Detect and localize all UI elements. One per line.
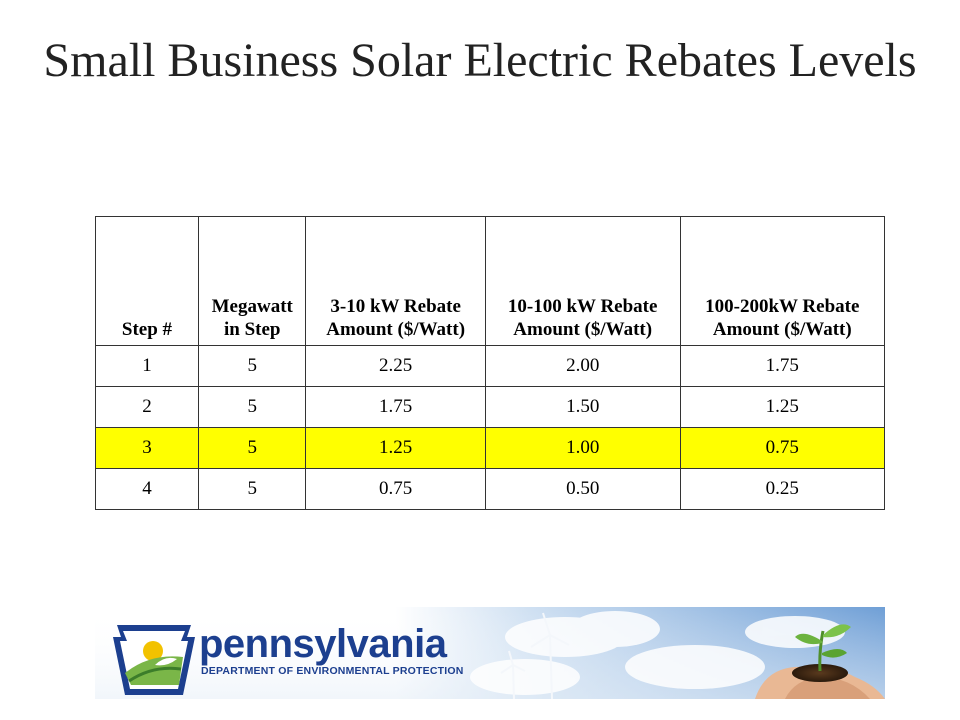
rebate-table: Step # Megawatt in Step 3-10 kW Rebate A… [95, 216, 886, 510]
header-3-10kw: 3-10 kW Rebate Amount ($/Watt) [305, 216, 486, 346]
cell-rebate-10-100: 0.50 [484, 468, 681, 510]
cell-rebate-10-100: 1.00 [484, 427, 681, 469]
table-row: 4 5 0.75 0.50 0.25 [95, 468, 886, 510]
cell-step: 1 [95, 345, 199, 387]
cell-step: 2 [95, 386, 199, 428]
table-row: 2 5 1.75 1.50 1.25 [95, 386, 886, 428]
wind-turbine-icon [500, 612, 570, 699]
seedling-in-hands-icon [755, 624, 885, 699]
cell-step: 3 [95, 427, 199, 469]
cell-megawatt: 5 [197, 386, 307, 428]
cell-megawatt: 5 [197, 345, 307, 387]
cell-rebate-100-200: 0.75 [679, 427, 886, 469]
header-megawatt: Megawatt in Step [197, 216, 307, 346]
table-header-row: Step # Megawatt in Step 3-10 kW Rebate A… [95, 216, 886, 346]
table-row-highlighted: 3 5 1.25 1.00 0.75 [95, 427, 886, 469]
slide-title: Small Business Solar Electric Rebates Le… [43, 34, 917, 87]
header-10-100kw: 10-100 kW Rebate Amount ($/Watt) [484, 216, 681, 346]
cell-rebate-3-10: 1.25 [305, 427, 486, 469]
cell-megawatt: 5 [197, 468, 307, 510]
department-subtitle: DEPARTMENT OF ENVIRONMENTAL PROTECTION [201, 665, 464, 677]
cell-rebate-100-200: 1.25 [679, 386, 886, 428]
table-row: 1 5 2.25 2.00 1.75 [95, 345, 886, 387]
cell-rebate-10-100: 2.00 [484, 345, 681, 387]
cell-rebate-10-100: 1.50 [484, 386, 681, 428]
cell-rebate-100-200: 0.25 [679, 468, 886, 510]
pennsylvania-wordmark: pennsylvania [199, 622, 447, 666]
keystone-logo-icon [113, 625, 195, 695]
pa-dep-banner: pennsylvania DEPARTMENT OF ENVIRONMENTAL… [95, 607, 885, 699]
cell-rebate-3-10: 0.75 [305, 468, 486, 510]
cell-rebate-100-200: 1.75 [679, 345, 886, 387]
cell-megawatt: 5 [197, 427, 307, 469]
header-100-200kw: 100-200kW Rebate Amount ($/Watt) [679, 216, 886, 346]
banner-artwork [95, 607, 885, 699]
cell-rebate-3-10: 2.25 [305, 345, 486, 387]
cell-rebate-3-10: 1.75 [305, 386, 486, 428]
cell-step: 4 [95, 468, 199, 510]
header-step: Step # [95, 216, 199, 346]
